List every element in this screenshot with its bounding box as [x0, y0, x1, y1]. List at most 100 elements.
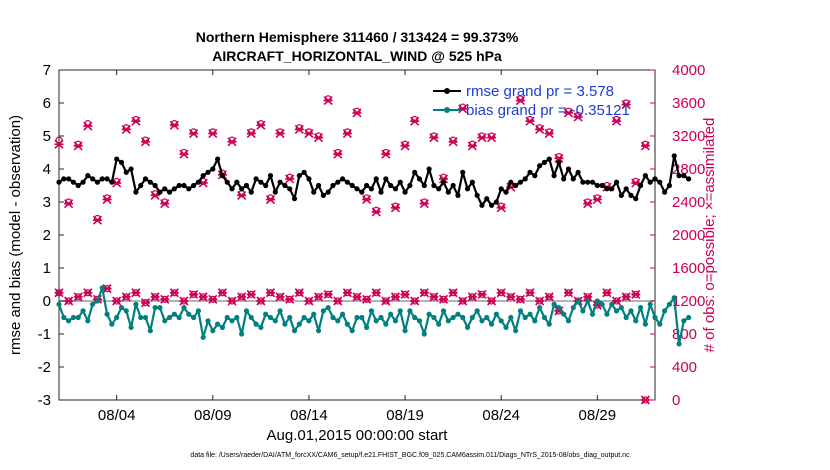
- obs-possible-marker: [584, 198, 592, 206]
- bias-point: [450, 314, 456, 321]
- bias-point: [585, 298, 591, 304]
- obs-assimilated-low-marker: [237, 292, 247, 302]
- obs-assimilated-low-marker: [410, 296, 420, 306]
- rmse-point: [224, 179, 230, 185]
- obs-assimilated-low-marker: [83, 288, 93, 298]
- obs-assimilated-marker: [92, 215, 103, 225]
- obs-possible-marker: [65, 198, 73, 206]
- obs-assimilated-marker: [419, 199, 429, 209]
- rmse-point: [570, 176, 576, 182]
- bias-point: [402, 328, 408, 334]
- obs-assimilated-low-marker: [563, 288, 574, 298]
- footer-data-file: data file: /Users/raeder/DAI/ATM_forcXX/…: [190, 452, 630, 459]
- bias-point: [628, 308, 634, 314]
- bias-point: [637, 305, 644, 311]
- bias-point: [118, 305, 125, 311]
- rmse-point: [546, 156, 552, 162]
- rmse-point: [94, 179, 101, 185]
- y-tick-label: 2: [43, 227, 51, 244]
- obs-possible-marker: [632, 177, 640, 185]
- rmse-point: [325, 189, 331, 195]
- rmse-point: [686, 176, 692, 182]
- obs-assimilated-marker: [208, 128, 218, 139]
- bias-point: [378, 314, 384, 321]
- rmse-point: [532, 173, 538, 179]
- rmse-point: [671, 153, 677, 159]
- rmse-point: [488, 202, 495, 208]
- obs-assimilated-low-marker: [256, 296, 266, 306]
- bias-point: [488, 321, 495, 327]
- bias-point: [464, 324, 471, 330]
- bias-point: [248, 314, 254, 321]
- obs-assimilated-marker: [592, 194, 602, 205]
- rmse-point: [585, 179, 591, 185]
- obs-assimilated-low-marker: [313, 292, 324, 302]
- bias-point: [431, 314, 437, 321]
- y-right-tick-label: 800: [672, 326, 697, 343]
- bias-point: [301, 314, 307, 321]
- bias-point: [133, 301, 139, 307]
- rmse-point: [229, 186, 235, 192]
- bias-point: [546, 321, 552, 327]
- obs-assimilated-low-marker: [362, 294, 372, 304]
- obs-possible-marker: [286, 173, 294, 181]
- rmse-point: [513, 182, 519, 189]
- bias-point: [421, 331, 427, 337]
- obs-assimilated-low-marker: [381, 296, 391, 306]
- obs-assimilated-low-marker: [121, 292, 131, 302]
- obs-assimilated-marker: [535, 124, 545, 134]
- y-tick-label: -1: [38, 326, 51, 343]
- rmse-point: [118, 159, 125, 165]
- rmse-point: [388, 182, 394, 189]
- rmse-point: [537, 163, 543, 169]
- rmse-point: [455, 192, 461, 198]
- legend-bias-label: bias grand pr = -0.35121: [466, 102, 630, 119]
- rmse-point: [215, 156, 221, 162]
- obs-assimilated-marker: [563, 108, 574, 118]
- bias-point: [114, 314, 120, 321]
- rmse-point: [402, 189, 408, 195]
- x-tick-label: 08/09: [194, 407, 232, 424]
- bias-point: [686, 314, 692, 321]
- bias-point: [339, 311, 346, 317]
- bias-point: [416, 318, 423, 324]
- rmse-point: [349, 182, 355, 189]
- obs-possible-marker: [276, 128, 284, 136]
- rmse-point: [364, 182, 370, 189]
- obs-possible-marker: [382, 148, 390, 157]
- rmse-point: [138, 182, 144, 189]
- obs-assimilated-marker: [544, 128, 554, 139]
- obs-assimilated-low-marker: [208, 294, 218, 304]
- bias-point: [373, 318, 379, 324]
- rmse-point: [56, 179, 62, 185]
- bias-point: [412, 314, 418, 321]
- obs-assimilated-low-marker: [323, 289, 333, 299]
- bias-point: [647, 301, 653, 307]
- rmse-point: [248, 189, 254, 195]
- bias-point: [479, 318, 485, 324]
- rmse-point: [368, 186, 375, 192]
- obs-possible-marker: [93, 214, 102, 223]
- bias-point: [287, 314, 293, 321]
- obs-assimilated-low-marker: [400, 289, 410, 299]
- obs-possible-marker: [487, 132, 496, 140]
- bias-point: [162, 318, 168, 324]
- rmse-point: [80, 179, 86, 185]
- bias-point: [99, 285, 105, 291]
- rmse-point: [373, 176, 379, 182]
- obs-assimilated-low-marker: [285, 294, 295, 304]
- x-tick-label: 08/24: [482, 407, 520, 424]
- y-tick-label: -3: [38, 392, 51, 409]
- obs-assimilated-low-marker: [198, 292, 208, 302]
- obs-possible-marker: [401, 140, 409, 148]
- bias-point: [561, 311, 567, 317]
- bias-point: [613, 308, 620, 314]
- obs-assimilated-marker: [237, 190, 247, 200]
- obs-assimilated-low-marker: [631, 289, 641, 299]
- bias-point: [239, 331, 245, 337]
- y-right-tick-label: 2000: [672, 227, 705, 244]
- obs-assimilated-marker: [611, 116, 622, 126]
- rmse-point: [190, 182, 197, 189]
- obs-possible-marker: [411, 115, 419, 124]
